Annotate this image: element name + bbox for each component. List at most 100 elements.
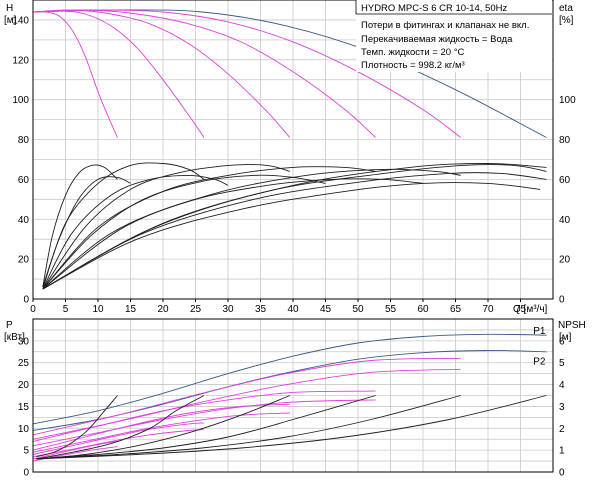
head-tick-label: 120	[12, 55, 29, 66]
npsh-tick-label: 6	[559, 336, 565, 347]
info-box: HYDRO MPC-S 6 CR 10-14, 50Hz Потери в фи…	[355, 0, 552, 72]
head-tick-label: 60	[18, 175, 30, 186]
bottom-right-axis-unit: [м]	[559, 332, 572, 343]
bottom-left-axis-unit: [кВт]	[4, 332, 25, 343]
eta-curve-14	[42, 168, 461, 290]
note-density: Плотность = 998.2 кг/м³	[361, 60, 465, 71]
qh-curve-2	[32, 10, 205, 138]
eta-tick-label: 100	[559, 95, 576, 106]
x-tick-label: 45	[320, 304, 332, 315]
eta-curve-10	[42, 164, 290, 290]
head-tick-label: 40	[18, 215, 30, 226]
eta-tick-label: 40	[559, 215, 571, 226]
power-curve-10	[32, 440, 118, 460]
eta-tick-label: 0	[559, 295, 565, 306]
eta-curve-13	[42, 178, 424, 290]
top-plot-axes: 0 5 10 15 20 25 30 35 40 45 50 55 60 65 70 75 0 20 40 60 80 1…	[12, 0, 576, 315]
top-right-axis-unit: [%]	[559, 15, 574, 26]
head-tick-label: 0	[23, 295, 29, 306]
eta-curve-12	[42, 166, 376, 290]
power-tick-label: 25	[18, 358, 30, 369]
eta-curve-8	[42, 162, 205, 290]
power-tick-label: 15	[18, 402, 30, 413]
top-left-axis-title: H	[6, 3, 13, 14]
x-tick-label: 25	[190, 304, 202, 315]
x-tick-label: 20	[157, 304, 169, 315]
npsh-curve-15	[36, 395, 376, 460]
power-curve-9	[32, 429, 204, 458]
npsh-curve-14	[36, 395, 290, 460]
bottom-plot-axes: 0 5 10 15 20 25 30 0 1 2 3 4 5 6	[18, 318, 565, 479]
eta-curve-7	[42, 176, 131, 288]
x-tick-label: 5	[63, 304, 69, 315]
power-tick-label: 30	[18, 336, 30, 347]
eta-curve-16	[42, 172, 547, 290]
power-curve-6	[32, 403, 290, 451]
bottom-plot-frame	[32, 318, 554, 473]
power-curve-2	[32, 357, 461, 436]
eta-tick-label: 60	[559, 175, 571, 186]
power-curve-0	[32, 333, 547, 425]
eta-curve-11	[42, 174, 326, 290]
npsh-tick-label: 3	[559, 402, 565, 413]
npsh-curve-13	[36, 395, 205, 460]
power-tick-label: 5	[23, 446, 29, 457]
power-curve-label-p1: P1	[533, 326, 546, 337]
x-tick-label: 35	[255, 304, 267, 315]
eta-curve-6	[42, 164, 118, 288]
axis-titles: H [м] eta [%] Q [м³/ч] P [кВт] NPSH [м]	[4, 3, 586, 343]
x-tick-label: 40	[287, 304, 299, 315]
x-tick-label: 60	[417, 304, 429, 315]
power-curve-3	[32, 368, 461, 440]
head-tick-label: 80	[18, 135, 30, 146]
head-tick-label: 20	[18, 255, 30, 266]
power-curve-7	[32, 412, 290, 453]
x-tick-label: 30	[222, 304, 234, 315]
top-left-axis-unit: [м]	[4, 15, 17, 26]
eta-tick-label: 20	[559, 255, 571, 266]
x-tick-label: 70	[482, 304, 494, 315]
bottom-left-axis-title: P	[6, 320, 13, 331]
eta-tick-label: 80	[559, 135, 571, 146]
power-tick-label: 20	[18, 380, 30, 391]
npsh-tick-label: 4	[559, 380, 565, 391]
bottom-plot-grid	[32, 318, 554, 473]
qh-curve-4	[32, 9, 376, 138]
eta-curve-9	[42, 174, 229, 290]
bottom-right-axis-title: NPSH	[558, 320, 586, 331]
x-tick-label: 10	[92, 304, 104, 315]
x-tick-label: 50	[352, 304, 364, 315]
x-tick-label: 65	[450, 304, 462, 315]
note-liquid: Перекачиваемая жидкость = Вода	[361, 34, 513, 45]
power-curve-label-p2: P2	[533, 357, 546, 368]
top-right-axis-title: eta	[559, 3, 573, 14]
npsh-curve-17	[36, 395, 547, 460]
power-curve-4	[32, 390, 376, 442]
eta-curve-17	[42, 164, 547, 290]
power-curve-5	[32, 399, 376, 447]
x-tick-label: 55	[385, 304, 397, 315]
note-losses: Потери в фитингах и клапанах не вкл.	[361, 20, 529, 31]
qh-curve-5	[32, 9, 461, 138]
eta-curve-15	[42, 182, 541, 290]
npsh-curve-12	[36, 395, 118, 458]
x-tick-label: 15	[125, 304, 137, 315]
head-tick-label: 140	[12, 15, 29, 26]
x-tick-label: 0	[30, 304, 36, 315]
power-tick-label: 0	[23, 468, 29, 479]
qh-curve-1	[32, 11, 118, 138]
npsh-curve-16	[36, 395, 461, 460]
eta-curve-18	[42, 163, 547, 290]
npsh-tick-label: 2	[559, 424, 565, 435]
note-temperature: Темп. жидкости = 20 °C	[361, 47, 464, 58]
head-tick-label: 100	[12, 95, 29, 106]
chart-title: HYDRO MPC-S 6 CR 10-14, 50Hz	[361, 3, 507, 14]
x-tick-label: 75	[515, 304, 527, 315]
top-plot-curves	[32, 9, 547, 290]
npsh-tick-label: 1	[559, 446, 565, 457]
npsh-tick-label: 5	[559, 358, 565, 369]
power-tick-label: 10	[18, 424, 30, 435]
power-curve-8	[32, 422, 204, 455]
bottom-plot-curves: P1 P2	[32, 326, 547, 462]
